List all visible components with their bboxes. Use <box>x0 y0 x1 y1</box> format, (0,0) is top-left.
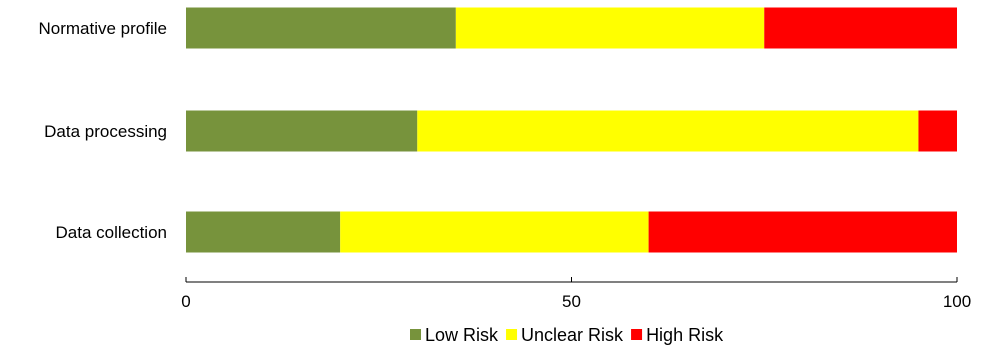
x-axis: 0 50 100 <box>181 277 971 311</box>
bar-segment <box>186 7 456 49</box>
legend-swatch <box>506 329 518 340</box>
bar-segment <box>186 211 341 253</box>
legend: Low Risk Unclear Risk High Risk <box>410 325 724 345</box>
legend-label: Low Risk <box>425 325 499 345</box>
x-tick-label: 50 <box>562 292 581 311</box>
bar-segment <box>186 110 418 152</box>
bars <box>186 7 957 253</box>
bar-segment <box>455 7 765 49</box>
bar-segment <box>648 211 957 253</box>
legend-label: High Risk <box>646 325 724 345</box>
bar-segment <box>340 211 649 253</box>
x-tick-label: 100 <box>943 292 971 311</box>
legend-swatch <box>631 329 643 340</box>
category-label: Data processing <box>44 122 167 141</box>
bar-segment <box>417 110 919 152</box>
legend-swatch <box>410 329 421 340</box>
category-labels: Normative profile Data processing Data col… <box>39 19 168 242</box>
x-tick-label: 0 <box>181 292 190 311</box>
category-label: Normative profile <box>39 19 168 38</box>
legend-label: Unclear Risk <box>521 325 624 345</box>
category-label: Data collection <box>55 223 167 242</box>
bar-segment <box>764 7 957 49</box>
bar-segment <box>918 110 957 152</box>
